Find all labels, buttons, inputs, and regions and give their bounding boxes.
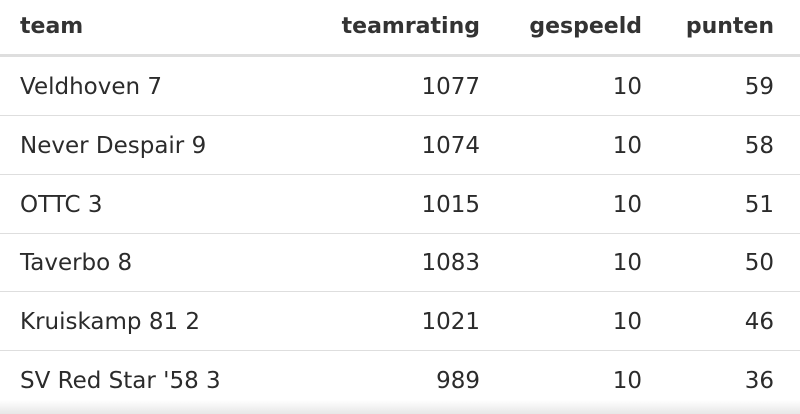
table-cell: 1083 (421, 250, 480, 277)
table-cell: Kruiskamp 81 2 (20, 309, 201, 336)
bottom-shadow (0, 400, 800, 414)
table-cell: 10 (612, 191, 642, 218)
table-cell: Never Despair 9 (20, 132, 207, 159)
table-cell: 10 (612, 132, 642, 159)
row-rule (0, 291, 800, 292)
table-cell: 36 (744, 368, 774, 394)
row-rule (0, 233, 800, 234)
table-cell: 1015 (421, 191, 480, 218)
table-cell: 1077 (421, 74, 480, 100)
table-cell: 46 (744, 309, 774, 336)
table-cell: 58 (744, 132, 774, 159)
table-cell: Taverbo 8 (20, 250, 133, 277)
table-cell: 10 (612, 74, 642, 100)
table-cell: 1021 (421, 309, 480, 336)
header-rule (0, 54, 800, 57)
column-header: gespeeld (529, 14, 642, 39)
row-rule (0, 115, 800, 116)
table-cell: 10 (612, 309, 642, 336)
table-cell: SV Red Star '58 3 (20, 368, 221, 394)
table-cell: 10 (612, 368, 642, 394)
row-rule (0, 174, 800, 175)
column-header: team (20, 14, 84, 39)
column-header: teamrating (341, 14, 480, 39)
table-cell: Veldhoven 7 (20, 74, 163, 100)
column-header: punten (685, 14, 774, 39)
table-cell: 10 (612, 250, 642, 277)
table-cell: 59 (744, 74, 774, 100)
row-rule (0, 350, 800, 351)
table-cell: 50 (744, 250, 774, 277)
table-cell: 51 (744, 191, 774, 218)
table-cell: OTTC 3 (20, 191, 103, 218)
table-cell: 1074 (421, 132, 480, 159)
table-cell: 989 (436, 368, 480, 394)
